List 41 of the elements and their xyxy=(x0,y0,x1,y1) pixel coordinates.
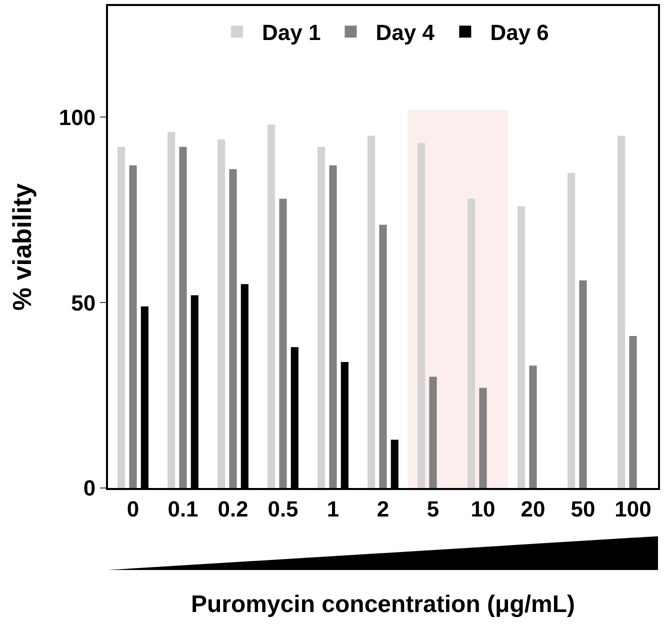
bar xyxy=(229,169,237,488)
bar xyxy=(179,146,187,488)
x-tick-label: 1 xyxy=(326,496,340,522)
bar xyxy=(368,136,376,488)
bar xyxy=(168,132,176,488)
legend-label: Day 6 xyxy=(490,20,549,46)
x-tick-label: 2 xyxy=(376,496,390,522)
bar xyxy=(379,224,387,488)
bar xyxy=(129,165,137,488)
y-tick-label: 50 xyxy=(71,290,96,316)
bar xyxy=(329,165,337,488)
bar xyxy=(618,136,626,488)
bar xyxy=(629,336,637,488)
bar xyxy=(479,388,487,488)
bar xyxy=(429,376,437,488)
x-axis-title: Puromycin concentration (μg/mL) xyxy=(190,591,576,618)
legend-label: Day 4 xyxy=(376,20,436,46)
x-tick-label: 20 xyxy=(520,496,546,522)
bar xyxy=(568,172,576,488)
legend-label: Day 1 xyxy=(262,20,321,46)
x-tick-label: 5 xyxy=(426,496,440,522)
x-tick-label: 0.1 xyxy=(168,496,198,522)
bar xyxy=(118,146,126,488)
x-tick-label: 100 xyxy=(614,496,652,522)
x-tick-label: 0.2 xyxy=(218,496,248,522)
bar xyxy=(279,198,287,488)
x-tick-label: 10 xyxy=(470,496,496,522)
bar xyxy=(268,124,276,488)
x-tick-label: 0.5 xyxy=(268,496,298,522)
bar xyxy=(318,146,326,488)
bar xyxy=(468,198,476,488)
x-tick-label: 50 xyxy=(570,496,596,522)
x-tick-label: 0 xyxy=(126,496,140,522)
y-axis-title: % viability xyxy=(6,182,37,311)
bar xyxy=(418,143,426,488)
bar xyxy=(529,366,537,488)
bar xyxy=(518,206,526,488)
bar xyxy=(218,139,226,488)
bar xyxy=(579,280,587,488)
y-tick-label: 0 xyxy=(83,476,96,501)
y-tick-label: 100 xyxy=(58,104,96,130)
